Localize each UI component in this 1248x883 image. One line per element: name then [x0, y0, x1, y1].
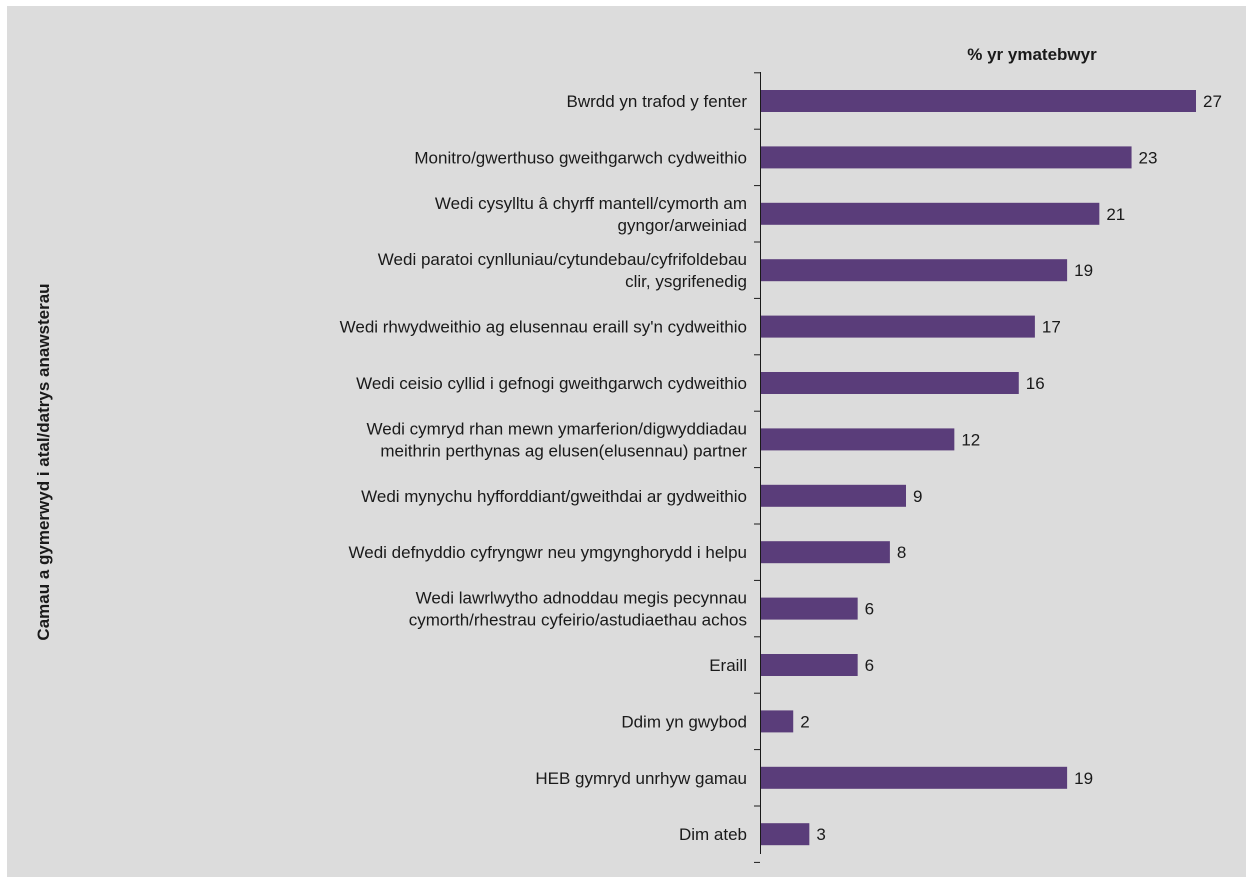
- value-label: 19: [1074, 769, 1093, 788]
- category-label: clir, ysgrifenedig: [625, 272, 747, 291]
- category-label: Wedi mynychu hyfforddiant/gweithdai ar g…: [361, 487, 747, 506]
- value-label: 2: [800, 712, 809, 731]
- bar: [761, 541, 890, 564]
- value-label: 17: [1042, 318, 1061, 337]
- category-label: Bwrdd yn trafod y fenter: [567, 92, 748, 111]
- category-label: meithrin perthynas ag elusen(elusennau) …: [380, 441, 747, 460]
- value-label: 21: [1106, 205, 1125, 224]
- category-label: Wedi rhwydweithio ag elusennau eraill sy…: [340, 318, 747, 337]
- category-label: Wedi cysylltu â chyrff mantell/cymorth a…: [435, 194, 747, 213]
- bar: [761, 146, 1132, 169]
- value-label: 12: [961, 430, 980, 449]
- bars: [761, 90, 1196, 846]
- y-axis-ticks: [754, 72, 760, 863]
- value-label: 23: [1139, 148, 1158, 167]
- bar: [761, 428, 955, 451]
- bar: [761, 710, 794, 733]
- value-label: 3: [816, 825, 825, 844]
- category-label: Ddim yn gwybod: [621, 712, 747, 731]
- category-label: cymorth/rhestrau cyfeirio/astudiaethau a…: [409, 611, 747, 630]
- category-label: Monitro/gwerthuso gweithgarwch cydweithi…: [414, 148, 747, 167]
- y-axis-title: Camau a gymerwyd i atal/datrys anawstera…: [34, 283, 53, 640]
- bar-chart: % yr ymatebwyr Camau a gymerwyd i atal/d…: [34, 45, 1222, 863]
- value-label: 27: [1203, 92, 1222, 111]
- bar: [761, 484, 906, 507]
- value-label: 8: [897, 543, 906, 562]
- category-label: Dim ateb: [679, 825, 747, 844]
- value-label: 16: [1026, 374, 1045, 393]
- value-label: 9: [913, 487, 922, 506]
- value-label: 6: [865, 656, 874, 675]
- category-label: Wedi cymryd rhan mewn ymarferion/digwydd…: [367, 419, 747, 438]
- bar: [761, 259, 1068, 282]
- bar: [761, 315, 1035, 338]
- bar: [761, 823, 810, 846]
- bar: [761, 597, 858, 620]
- category-label: gyngor/arweiniad: [618, 216, 747, 235]
- category-label: Eraill: [709, 656, 747, 675]
- bar: [761, 654, 858, 676]
- category-label: Wedi paratoi cynlluniau/cytundebau/cyfri…: [378, 250, 747, 269]
- value-label: 6: [865, 600, 874, 619]
- category-label: Wedi ceisio cyllid i gefnogi gweithgarwc…: [356, 374, 747, 393]
- chart-panel: % yr ymatebwyr Camau a gymerwyd i atal/d…: [7, 6, 1246, 877]
- value-labels: 27 23 21 19 17 16 12 9 8 6 6 2 19 3: [800, 92, 1222, 844]
- category-label: HEB gymryd unrhyw gamau: [535, 769, 747, 788]
- bar: [761, 372, 1019, 394]
- category-label: Wedi lawrlwytho adnoddau megis pecynnau: [416, 589, 747, 608]
- x-axis-title: % yr ymatebwyr: [967, 45, 1097, 64]
- bar: [761, 90, 1196, 112]
- category-labels: Bwrdd yn trafod y fenter Monitro/gwerthus…: [340, 92, 748, 844]
- category-label: Wedi defnyddio cyfryngwr neu ymgynghoryd…: [349, 543, 747, 562]
- bar: [761, 766, 1068, 789]
- bar: [761, 202, 1100, 225]
- value-label: 19: [1074, 261, 1093, 280]
